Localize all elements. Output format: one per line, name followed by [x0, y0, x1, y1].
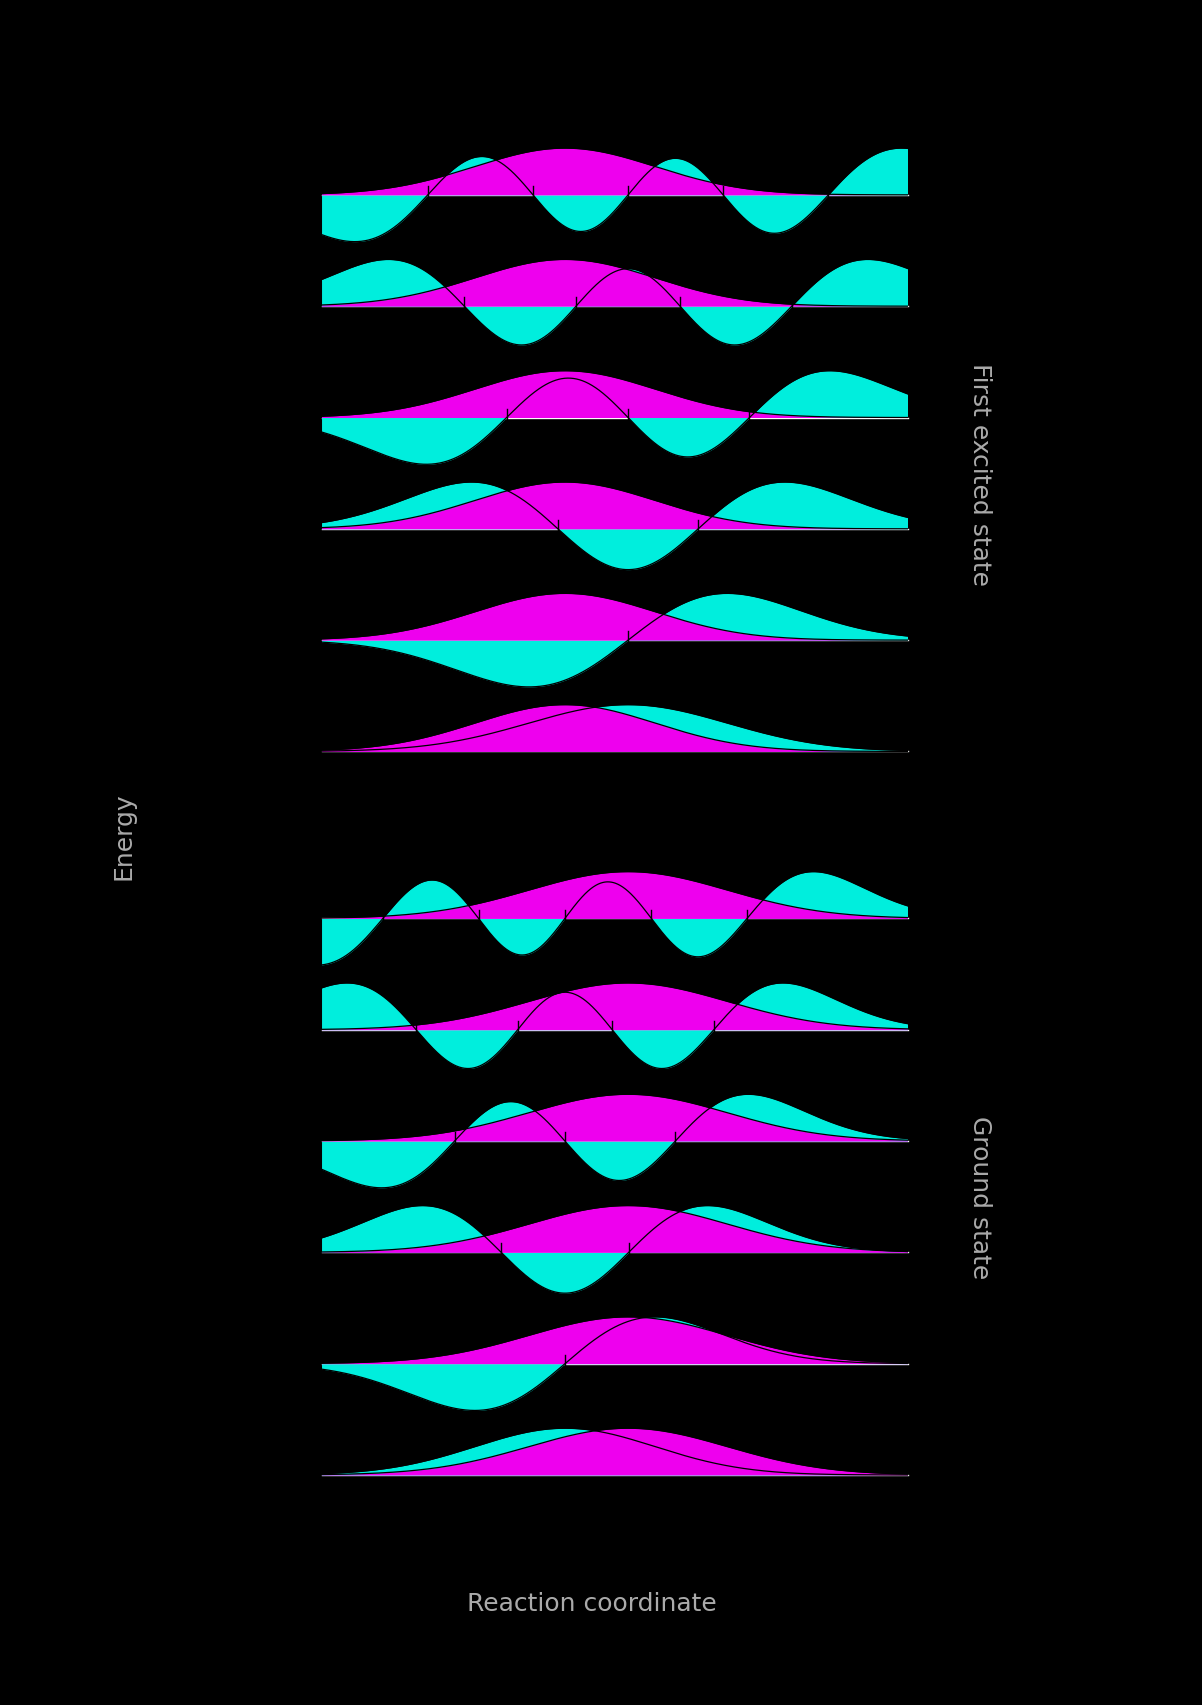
Text: First excited state: First excited state [968, 363, 992, 585]
Text: Energy: Energy [112, 791, 135, 880]
Text: Ground state: Ground state [968, 1115, 992, 1279]
Text: Reaction coordinate: Reaction coordinate [468, 1591, 716, 1615]
